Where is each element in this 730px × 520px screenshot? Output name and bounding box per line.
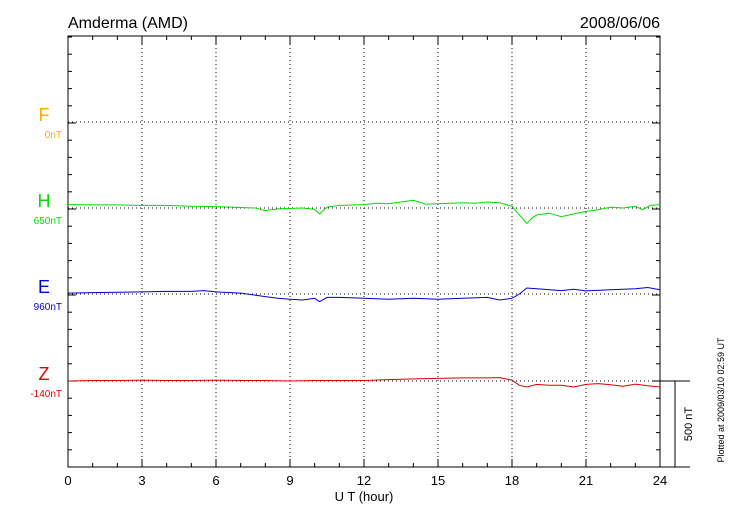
x-tick-label-18: 18 — [505, 473, 519, 488]
series-lines — [67, 199, 661, 388]
x-tick-labels: 0 3 6 9 12 15 18 21 24 — [64, 473, 667, 488]
component-baseline-Z: -140nT — [30, 389, 62, 400]
component-labels: F 0nT H 650nT E 960nT Z -140nT — [30, 105, 62, 400]
component-name-H: H — [38, 191, 51, 211]
x-tick-label-15: 15 — [431, 473, 445, 488]
x-tick-label-24: 24 — [653, 473, 667, 488]
ticks — [67, 36, 661, 468]
chart-title: Amderma (AMD) — [68, 15, 188, 32]
scale-bar-label: 500 nT — [683, 407, 695, 442]
x-axis-label: U T (hour) — [335, 489, 394, 504]
component-baseline-E: 960nT — [34, 302, 62, 313]
component-name-F: F — [39, 105, 50, 125]
component-baseline-H: 650nT — [34, 216, 62, 227]
component-baseline-F: 0nT — [45, 130, 62, 141]
series-line-H — [67, 199, 661, 225]
chart-date: 2008/06/06 — [580, 15, 660, 32]
x-tick-label-3: 3 — [138, 473, 145, 488]
grid — [68, 36, 660, 467]
scale-bar: 500 nT — [660, 380, 695, 468]
component-name-E: E — [38, 277, 50, 297]
x-tick-label-12: 12 — [357, 473, 371, 488]
x-tick-label-9: 9 — [286, 473, 293, 488]
plotted-timestamp: Plotted at 2009/03/10 02:59 UT — [716, 337, 726, 463]
x-tick-label-0: 0 — [64, 473, 71, 488]
series-line-E — [67, 286, 661, 303]
component-name-Z: Z — [39, 364, 50, 384]
series-line-Z — [67, 377, 661, 388]
x-tick-label-21: 21 — [579, 473, 593, 488]
x-tick-label-6: 6 — [212, 473, 219, 488]
